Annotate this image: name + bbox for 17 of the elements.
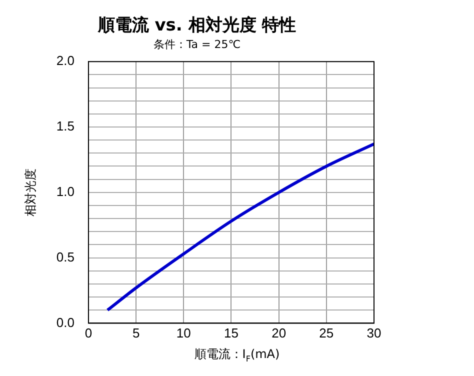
x-tick-label: 0 bbox=[84, 326, 92, 341]
y-tick-label: 1.5 bbox=[56, 118, 74, 134]
y-tick-label: 0.0 bbox=[56, 314, 74, 330]
y-tick-label: 2.0 bbox=[56, 53, 74, 68]
chart-subtitle: 条件：Ta = 25℃ bbox=[153, 38, 241, 51]
x-tick-label: 25 bbox=[319, 326, 334, 341]
x-axis-title: 順電流：I$_{F}$(mA) bbox=[193, 346, 281, 364]
x-tick-label: 10 bbox=[176, 326, 191, 341]
line-series bbox=[106, 142, 374, 312]
x-tick-label: 5 bbox=[132, 326, 140, 341]
x-tick-label: 30 bbox=[366, 326, 382, 341]
x-tick-label: 15 bbox=[224, 326, 238, 341]
x-tick-label: 20 bbox=[272, 326, 286, 341]
y-tick-label: 1.0 bbox=[56, 184, 74, 199]
y-axis-title: 相対光度 bbox=[24, 168, 38, 216]
y-tick-label: 0.5 bbox=[56, 249, 74, 264]
chart-title: 順電流 vs. 相対光度 特性 bbox=[96, 16, 296, 36]
